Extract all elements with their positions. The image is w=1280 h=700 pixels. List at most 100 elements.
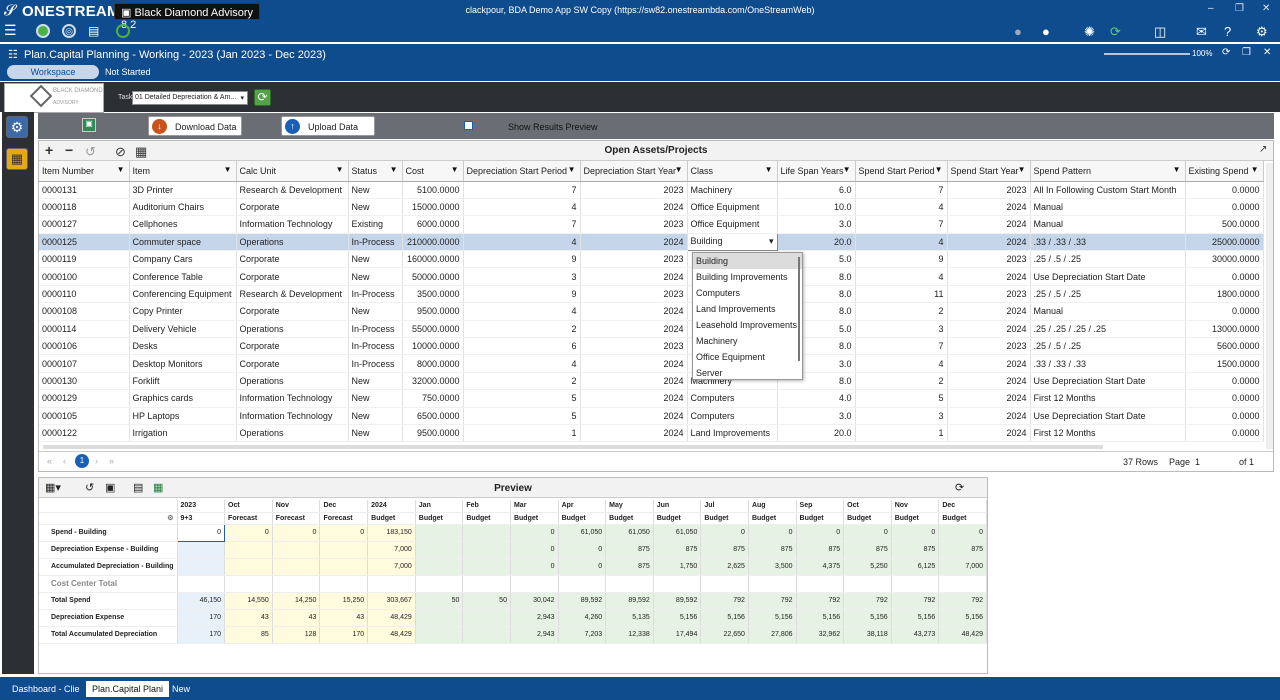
maximize-page-icon[interactable]: ❐: [1242, 47, 1251, 58]
preview-cell[interactable]: 0: [748, 524, 797, 542]
preview-cell[interactable]: 792: [700, 592, 749, 610]
table-cell[interactable]: All In Following Custom Start Month: [1030, 181, 1186, 199]
table-cell[interactable]: 5: [855, 389, 948, 408]
table-row[interactable]: 0000106 Desks Corporate In-Process 10000.000…: [39, 337, 1264, 356]
table-cell[interactable]: New: [348, 407, 403, 425]
first-page-icon[interactable]: «: [47, 456, 53, 466]
documents-icon[interactable]: ▤: [88, 24, 100, 38]
table-cell[interactable]: New: [348, 250, 403, 269]
table-cell[interactable]: Computers: [687, 389, 778, 408]
class-dropdown-list[interactable]: Building Building Improvements Computers La…: [692, 252, 803, 380]
table-cell[interactable]: 2024: [947, 215, 1031, 234]
preview-cell[interactable]: [272, 575, 321, 593]
preview-cell[interactable]: [177, 541, 226, 559]
filter-icon[interactable]: ▼: [450, 165, 459, 174]
preview-cell[interactable]: [415, 524, 464, 542]
filter-icon[interactable]: ▼: [116, 165, 125, 174]
table-cell[interactable]: Use Depreciation Start Date: [1030, 267, 1186, 286]
tab-dashboard[interactable]: Dashboard - Clie: [12, 684, 80, 694]
zoom-slider[interactable]: [1104, 53, 1190, 55]
clipboard-icon[interactable]: ◫: [1154, 24, 1167, 39]
close-page-icon[interactable]: ✕: [1263, 47, 1272, 58]
table-cell[interactable]: 8000.0000: [402, 354, 464, 373]
hamburger-menu-icon[interactable]: ☰: [4, 22, 17, 38]
table-cell[interactable]: 2024: [580, 198, 688, 217]
filter-icon[interactable]: ▼: [335, 165, 344, 174]
column-chooser-icon[interactable]: ▦: [135, 144, 148, 159]
table-cell[interactable]: 7: [855, 337, 948, 356]
preview-cell[interactable]: 61,050: [653, 524, 702, 542]
status-ring-icon[interactable]: [116, 24, 130, 38]
filter-icon[interactable]: ▼: [1017, 165, 1026, 174]
table-cell[interactable]: Manual: [1030, 302, 1186, 321]
table-cell[interactable]: 0000100: [39, 267, 130, 286]
preview-cell[interactable]: 792: [843, 592, 892, 610]
table-cell[interactable]: Corporate: [236, 302, 349, 321]
table-cell[interactable]: 0000114: [39, 320, 130, 339]
table-row[interactable]: 0000119 Company Cars Corporate New 160000.00…: [39, 250, 1264, 269]
column-header[interactable]: Spend Start Year ▼: [947, 161, 1031, 182]
column-header[interactable]: Calc Unit ▼: [236, 161, 349, 182]
column-header[interactable]: Depreciation Start Year ▼: [580, 161, 688, 182]
table-cell[interactable]: 1800.0000: [1185, 285, 1264, 304]
preview-cell[interactable]: 875: [748, 541, 797, 559]
filter-icon[interactable]: ▼: [1250, 165, 1259, 174]
filter-icon[interactable]: ▼: [934, 165, 943, 174]
table-cell[interactable]: 0000130: [39, 372, 130, 391]
restore-icon[interactable]: ❐: [1235, 3, 1244, 14]
preview-cell[interactable]: 89,592: [605, 592, 654, 610]
table-cell[interactable]: 0.0000: [1185, 372, 1264, 391]
table-cell[interactable]: Operations: [236, 233, 349, 252]
table-cell[interactable]: First 12 Months: [1030, 424, 1186, 443]
column-header[interactable]: Existing Spend ▼: [1185, 161, 1264, 182]
table-cell[interactable]: 13000.0000: [1185, 320, 1264, 339]
table-cell[interactable]: 1: [855, 424, 948, 443]
pov-icon[interactable]: ⚙: [167, 515, 174, 522]
preview-cell[interactable]: 0: [891, 524, 940, 542]
preview-cell[interactable]: 875: [938, 541, 987, 559]
preview-cell[interactable]: 43,273: [891, 626, 940, 644]
table-cell[interactable]: Corporate: [236, 337, 349, 356]
table-cell[interactable]: 2023: [947, 181, 1031, 199]
table-cell[interactable]: 7: [463, 215, 581, 234]
table-cell[interactable]: 5600.0000: [1185, 337, 1264, 356]
table-cell[interactable]: 0.0000: [1185, 407, 1264, 425]
table-cell[interactable]: 55000.0000: [402, 320, 464, 339]
table-cell[interactable]: Operations: [236, 320, 349, 339]
preview-cell[interactable]: [605, 575, 654, 593]
column-header[interactable]: Class ▼: [687, 161, 778, 182]
preview-cell[interactable]: [224, 558, 273, 576]
preview-cell[interactable]: 27,806: [748, 626, 797, 644]
preview-cell[interactable]: 792: [748, 592, 797, 610]
preview-cell[interactable]: 792: [891, 592, 940, 610]
table-cell[interactable]: 2023: [947, 250, 1031, 269]
table-cell[interactable]: 3.0: [777, 215, 856, 234]
preview-cell[interactable]: 7,000: [938, 558, 987, 576]
table-cell[interactable]: Irrigation: [129, 424, 237, 443]
table-options-icon[interactable]: ▦▾: [45, 482, 61, 494]
table-cell[interactable]: 4: [463, 198, 581, 217]
preview-cell[interactable]: 0: [558, 558, 607, 576]
table-cell[interactable]: Graphics cards: [129, 389, 237, 408]
preview-cell[interactable]: [653, 575, 702, 593]
user-icon[interactable]: ●: [1014, 24, 1022, 39]
table-cell[interactable]: 2023: [947, 285, 1031, 304]
remove-row-icon[interactable]: −: [65, 142, 74, 158]
table-cell[interactable]: 20.0: [777, 424, 856, 443]
preview-cell[interactable]: 48,429: [367, 626, 416, 644]
preview-cell[interactable]: 875: [605, 558, 654, 576]
tab-new[interactable]: New: [172, 684, 191, 694]
preview-cell[interactable]: 85: [224, 626, 273, 644]
preview-cell[interactable]: 43: [224, 609, 273, 627]
table-cell[interactable]: 0000119: [39, 250, 130, 269]
table-cell[interactable]: 3D Printer: [129, 181, 237, 199]
preview-cell[interactable]: 183,150: [367, 524, 416, 542]
table-row[interactable]: 0000118 Auditorium Chairs Corporate New 1500…: [39, 198, 1264, 217]
table-cell[interactable]: 5: [463, 389, 581, 408]
filter-icon[interactable]: ▼: [567, 165, 576, 174]
column-header[interactable]: Life Span Years ▼: [777, 161, 856, 182]
last-page-icon[interactable]: »: [109, 456, 115, 466]
table-cell[interactable]: Use Depreciation Start Date: [1030, 407, 1186, 425]
table-cell[interactable]: 2024: [580, 320, 688, 339]
table-cell[interactable]: New: [348, 302, 403, 321]
